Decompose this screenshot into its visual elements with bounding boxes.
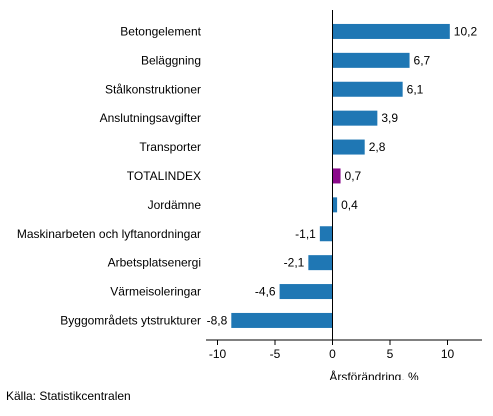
x-tick-label-1: -5 [270, 347, 281, 361]
category-label-6: Jordämne [148, 198, 202, 212]
bar-6 [332, 197, 338, 213]
value-label-4: 2,8 [369, 140, 386, 154]
category-label-8: Arbetsplatsenergi [108, 256, 201, 270]
bar-5 [332, 168, 341, 184]
value-label-3: 3,9 [381, 111, 398, 125]
value-label-1: 6,7 [414, 53, 431, 67]
bar-2 [332, 81, 403, 97]
bar-7 [319, 226, 333, 242]
category-label-7: Maskinarbeten och lyftanordningar [17, 227, 201, 241]
x-axis-label: Årsförändring, % [329, 369, 419, 380]
bar-8 [308, 255, 333, 271]
value-label-8: -2,1 [284, 256, 305, 270]
value-label-9: -4,6 [255, 285, 276, 299]
bar-1 [332, 52, 410, 68]
bar-3 [332, 110, 378, 126]
bar-4 [332, 139, 365, 155]
value-label-10: -8,8 [207, 313, 228, 327]
x-ticks-group: -10 -5 0 5 10 [209, 340, 455, 361]
value-label-7: -1,1 [295, 227, 316, 241]
bar-10 [231, 312, 333, 328]
category-label-9: Värmeisoleringar [110, 285, 201, 299]
bar-0 [332, 23, 450, 39]
bars-group [231, 23, 450, 328]
category-label-10: Byggområdets ytstrukturer [60, 313, 201, 327]
category-label-3: Anslutningsavgifter [100, 111, 201, 125]
category-label-5: TOTALINDEX [127, 169, 201, 183]
bar-9 [279, 284, 333, 300]
x-tick-label-0: -10 [209, 347, 227, 361]
x-tick-label-2: 0 [329, 347, 336, 361]
value-label-2: 6,1 [407, 82, 424, 96]
category-label-2: Stålkonstruktioner [105, 82, 201, 96]
category-label-0: Betongelement [120, 24, 201, 38]
category-labels-group: Betongelement Beläggning Stålkonstruktione… [17, 24, 202, 327]
value-label-6: 0,4 [341, 198, 358, 212]
x-tick-label-3: 5 [387, 347, 394, 361]
value-label-0: 10,2 [454, 24, 478, 38]
x-tick-label-4: 10 [441, 347, 455, 361]
value-labels-group: 10,2 6,7 6,1 3,9 2,8 0,7 0,4 -1,1 -2,1 -4,6 -8,8 [207, 24, 478, 327]
source-note: Källa: Statistikcentralen [6, 389, 131, 403]
bar-chart: 10,2 6,7 6,1 3,9 2,8 0,7 0,4 -1,1 -2,1 -4,6 -8,8 B… [17, 10, 482, 380]
category-label-1: Beläggning [141, 53, 201, 67]
value-label-5: 0,7 [345, 169, 362, 183]
category-label-4: Transporter [139, 140, 201, 154]
